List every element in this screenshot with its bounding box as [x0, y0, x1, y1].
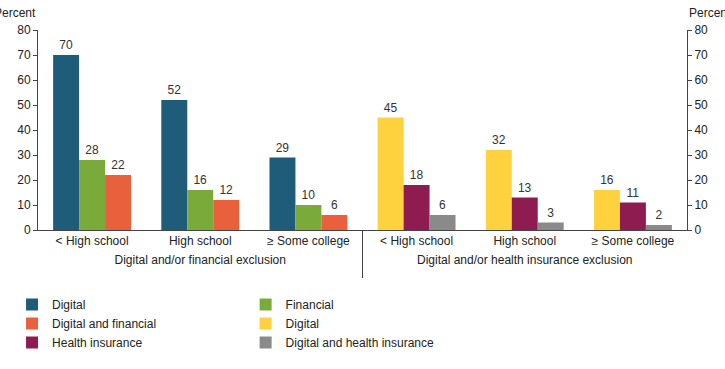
svg-text:Health insurance: Health insurance — [52, 336, 142, 350]
svg-text:80: 80 — [694, 23, 708, 37]
svg-text:Digital and/or financial exclu: Digital and/or financial exclusion — [115, 253, 286, 267]
svg-text:0: 0 — [24, 223, 31, 237]
svg-text:Financial: Financial — [286, 298, 334, 312]
svg-text:10: 10 — [17, 198, 31, 212]
svg-text:12: 12 — [219, 183, 233, 197]
svg-text:Digital: Digital — [286, 317, 319, 331]
svg-text:Digital and health insurance: Digital and health insurance — [286, 336, 434, 350]
svg-text:Digital and financial: Digital and financial — [52, 317, 156, 331]
svg-text:Percent: Percent — [689, 6, 725, 20]
svg-text:< High school: < High school — [56, 234, 129, 248]
svg-text:High school: High school — [169, 234, 232, 248]
svg-text:Digital: Digital — [52, 298, 85, 312]
svg-text:28: 28 — [85, 143, 99, 157]
svg-text:6: 6 — [331, 198, 338, 212]
svg-text:70: 70 — [17, 48, 31, 62]
svg-text:≥ Some college: ≥ Some college — [267, 234, 350, 248]
svg-text:20: 20 — [17, 173, 31, 187]
svg-text:18: 18 — [410, 168, 424, 182]
svg-text:20: 20 — [694, 173, 708, 187]
svg-text:10: 10 — [302, 188, 316, 202]
svg-text:≥ Some college: ≥ Some college — [592, 234, 675, 248]
svg-text:29: 29 — [276, 141, 290, 155]
svg-text:70: 70 — [59, 38, 73, 52]
svg-text:2: 2 — [655, 208, 662, 222]
svg-text:16: 16 — [600, 173, 614, 187]
svg-text:45: 45 — [384, 101, 398, 115]
svg-text:6: 6 — [439, 198, 446, 212]
svg-text:40: 40 — [17, 123, 31, 137]
svg-text:Percent: Percent — [0, 6, 36, 20]
svg-text:0: 0 — [694, 223, 701, 237]
svg-text:40: 40 — [694, 123, 708, 137]
svg-text:< High school: < High school — [380, 234, 453, 248]
svg-text:30: 30 — [694, 148, 708, 162]
svg-text:70: 70 — [694, 48, 708, 62]
svg-text:30: 30 — [17, 148, 31, 162]
svg-text:52: 52 — [167, 83, 181, 97]
svg-text:60: 60 — [17, 73, 31, 87]
svg-text:50: 50 — [17, 98, 31, 112]
svg-text:80: 80 — [17, 23, 31, 37]
svg-text:50: 50 — [694, 98, 708, 112]
svg-text:32: 32 — [492, 133, 506, 147]
svg-text:3: 3 — [547, 206, 554, 220]
svg-text:High school: High school — [493, 234, 556, 248]
svg-text:22: 22 — [111, 158, 125, 172]
svg-text:16: 16 — [193, 173, 207, 187]
svg-text:60: 60 — [694, 73, 708, 87]
svg-text:10: 10 — [694, 198, 708, 212]
svg-text:11: 11 — [627, 186, 640, 200]
svg-text:13: 13 — [518, 181, 532, 195]
svg-text:Digital and/or health insuranc: Digital and/or health insurance exclusio… — [417, 253, 632, 267]
